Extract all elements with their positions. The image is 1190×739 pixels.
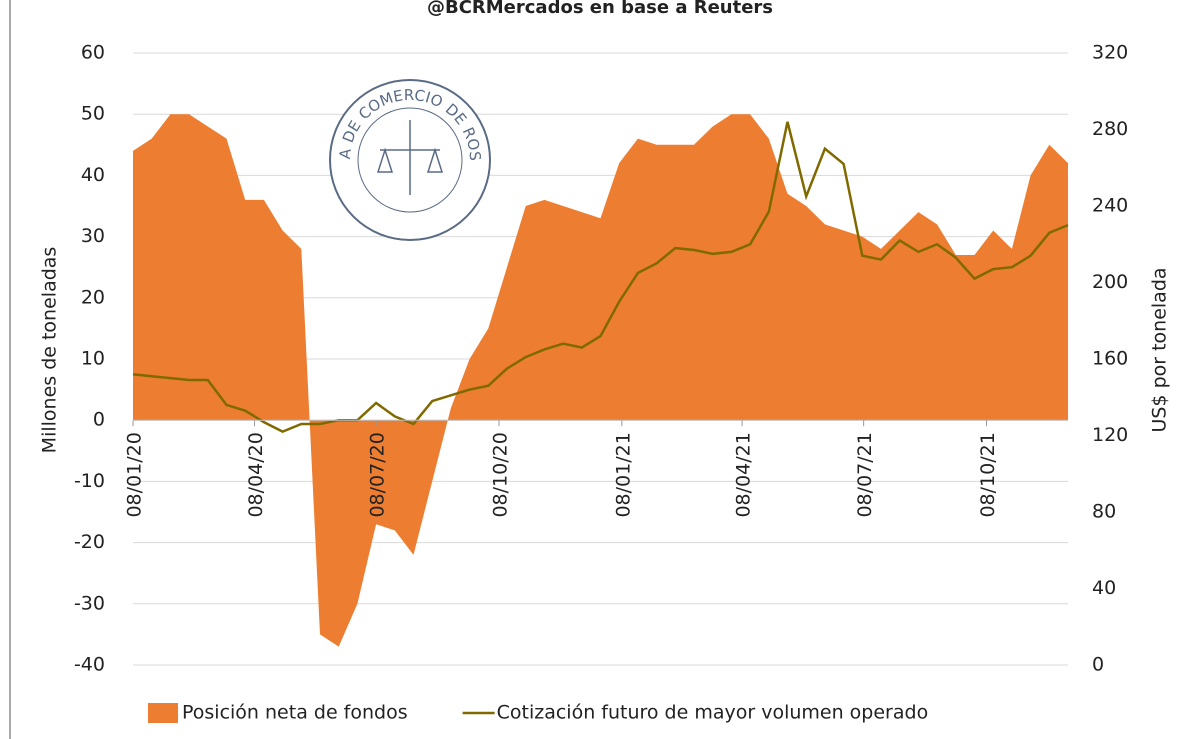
y2-tick-label: 240 xyxy=(1092,195,1128,217)
y2-tick-label: 280 xyxy=(1092,118,1128,140)
logo-emblem xyxy=(376,120,444,195)
legend-label: Posición neta de fondos xyxy=(182,702,408,724)
x-tick-label: 08/07/21 xyxy=(854,432,876,517)
y2-axis-label: US$ por tonelada xyxy=(1149,267,1171,432)
x-tick-label: 08/04/21 xyxy=(733,432,755,517)
y-tick-label: 10 xyxy=(81,348,105,370)
plot: -40 -30 -20 -10 0 10 20 30 40 50 60 0 40 80 120 160 200 2… xyxy=(74,42,1128,724)
area xyxy=(133,114,1068,647)
x-tick-label: 08/07/20 xyxy=(367,432,389,517)
y-axis-label: Millones de toneladas xyxy=(39,247,61,454)
legend-label: Cotización futuro de mayor volumen opera… xyxy=(497,702,929,724)
y2-tick-label: 160 xyxy=(1092,348,1128,370)
y-tick-label: 30 xyxy=(81,225,105,247)
y2-tick-label: 80 xyxy=(1092,501,1116,523)
y2-tick-label: 120 xyxy=(1092,424,1128,446)
x-tick-label: 08/10/21 xyxy=(977,432,999,517)
x-tick-label: 08/01/21 xyxy=(612,432,634,517)
y-tick-label: 40 xyxy=(81,164,105,186)
y-tick-label: -10 xyxy=(74,470,105,492)
x-tick-label: 08/10/20 xyxy=(489,432,511,517)
line xyxy=(132,121,1069,434)
y2-tick-label: 40 xyxy=(1092,577,1116,599)
y2-tick-label: 200 xyxy=(1092,271,1128,293)
y-tick-label: 50 xyxy=(81,103,105,125)
y-tick-label: -20 xyxy=(74,531,105,553)
y-tick-label: -30 xyxy=(74,592,105,614)
y2-tick-label: 320 xyxy=(1092,42,1128,64)
chart-subtitle: @BCRMercados en base a Reuters xyxy=(427,0,773,18)
legend-swatch xyxy=(148,703,178,723)
y-tick-label: -40 xyxy=(74,654,105,676)
y2-tick-label: 0 xyxy=(1092,654,1104,676)
y-tick-label: 20 xyxy=(81,286,105,308)
x-tick-label: 08/04/20 xyxy=(245,432,267,517)
logo-inner-ring xyxy=(357,107,463,213)
y-tick-label: 0 xyxy=(93,409,105,431)
x-tick-label: 08/01/20 xyxy=(124,432,146,517)
y-tick-label: 60 xyxy=(81,42,105,64)
